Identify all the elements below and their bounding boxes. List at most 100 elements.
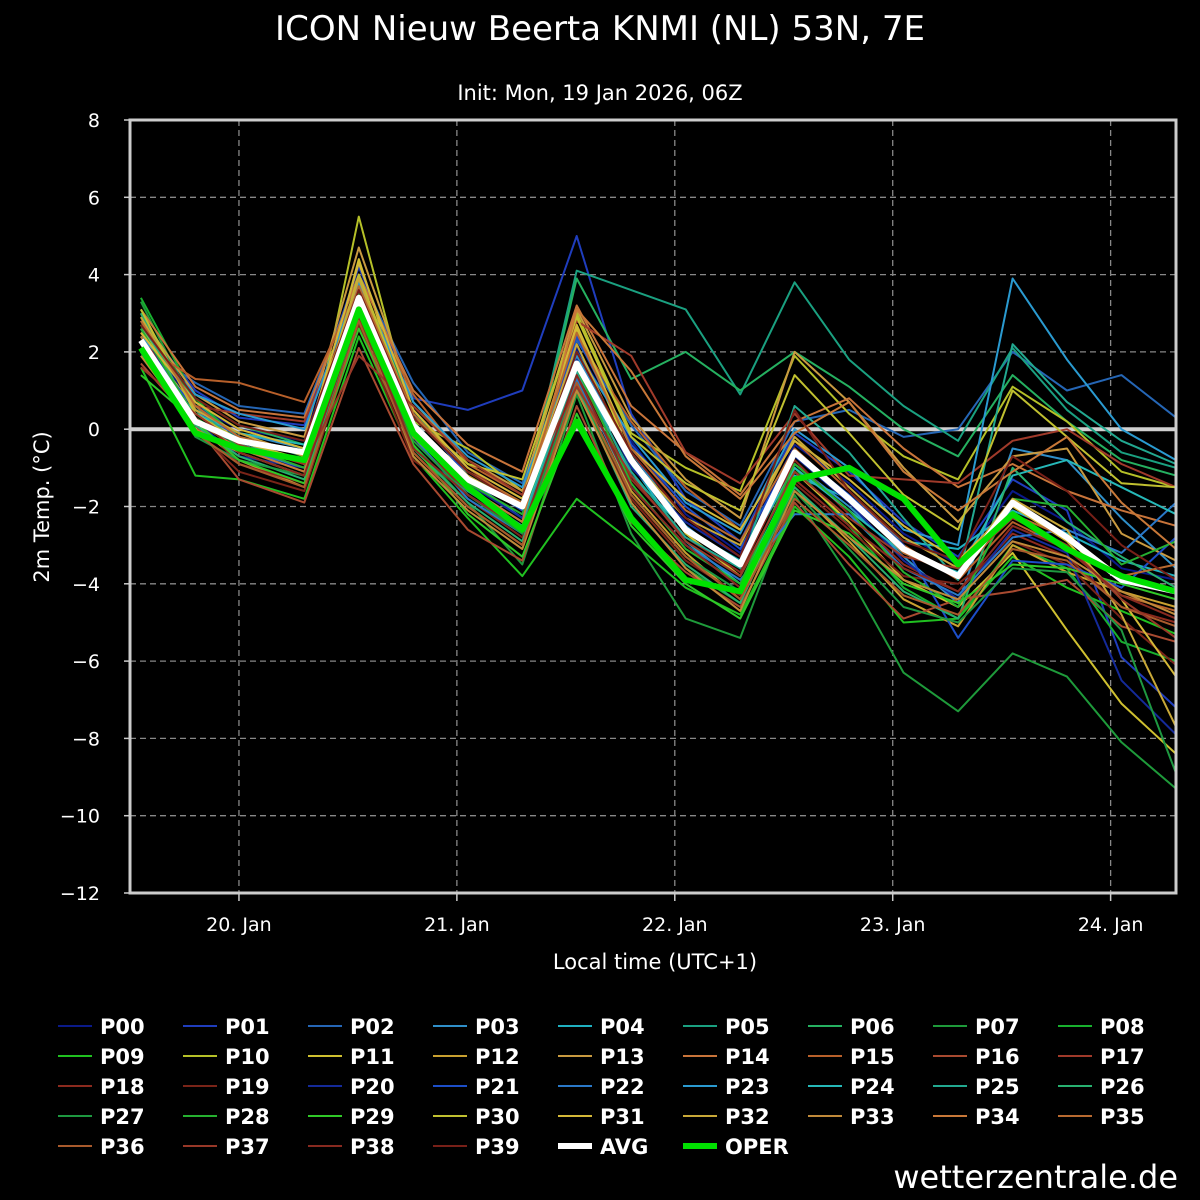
legend-label: P33 — [850, 1105, 895, 1129]
legend-item-p09: P09 — [58, 1045, 145, 1069]
legend-label: P22 — [600, 1075, 645, 1099]
legend-item-p04: P04 — [558, 1015, 645, 1039]
series-line-p39 — [140, 289, 1177, 581]
legend-label: P27 — [100, 1105, 145, 1129]
legend-item-p20: P20 — [308, 1075, 395, 1099]
y-tick-label: −10 — [60, 806, 100, 828]
legend-label: P18 — [100, 1075, 145, 1099]
series-line-oper — [138, 306, 1177, 595]
legend-item-p14: P14 — [683, 1045, 770, 1069]
legend-label: P08 — [1100, 1015, 1145, 1039]
legend-label: P11 — [350, 1045, 395, 1069]
oper-series — [138, 306, 1177, 595]
site-credit: wetterzentrale.de — [893, 1158, 1178, 1196]
series-line-p36 — [140, 320, 1177, 628]
legend-item-p33: P33 — [808, 1105, 895, 1129]
x-axis-ticks: 20. Jan 21. Jan 22. Jan 23. Jan 24. Jan — [206, 893, 1143, 936]
legend-label: P26 — [1100, 1075, 1145, 1099]
y-tick-label: −6 — [72, 651, 100, 673]
legend-item-p03: P03 — [433, 1015, 520, 1039]
legend-item-avg: AVG — [558, 1135, 648, 1159]
y-tick-label: 4 — [88, 265, 100, 287]
x-tick-label: 22. Jan — [642, 914, 708, 936]
legend-item-p34: P34 — [933, 1105, 1020, 1129]
legend-item-p26: P26 — [1058, 1075, 1145, 1099]
legend-item-p01: P01 — [183, 1015, 270, 1039]
legend-label: P13 — [600, 1045, 645, 1069]
legend-label: P03 — [475, 1015, 520, 1039]
legend-label: P17 — [1100, 1045, 1145, 1069]
legend-item-p35: P35 — [1058, 1105, 1145, 1129]
legend-item-p23: P23 — [683, 1075, 770, 1099]
legend-label: P01 — [225, 1015, 270, 1039]
legend-item-p11: P11 — [308, 1045, 395, 1069]
legend-item-oper: OPER — [683, 1135, 789, 1159]
legend-label: P20 — [350, 1075, 395, 1099]
legend-item-p18: P18 — [58, 1075, 145, 1099]
legend-item-p32: P32 — [683, 1105, 770, 1129]
legend-item-p07: P07 — [933, 1015, 1020, 1039]
legend-label: P04 — [600, 1015, 645, 1039]
legend-label: P34 — [975, 1105, 1020, 1129]
legend-label: P32 — [725, 1105, 770, 1129]
legend-label: P02 — [350, 1015, 395, 1039]
legend-label: P37 — [225, 1135, 270, 1159]
legend-item-p08: P08 — [1058, 1015, 1145, 1039]
y-tick-label: −12 — [60, 883, 100, 905]
legend-label: P39 — [475, 1135, 520, 1159]
legend-item-p12: P12 — [433, 1045, 520, 1069]
legend-label: P07 — [975, 1015, 1020, 1039]
legend-label: P12 — [475, 1045, 520, 1069]
y-tick-label: 0 — [88, 419, 100, 441]
legend: P00 P01 P02 P03 P04 P05 P06 P07 P08 P09 P10 P11 P12 P… — [58, 1015, 1145, 1159]
y-tick-label: 6 — [88, 187, 100, 209]
legend-label: P05 — [725, 1015, 770, 1039]
legend-label: P25 — [975, 1075, 1020, 1099]
legend-label: P09 — [100, 1045, 145, 1069]
x-tick-label: 20. Jan — [206, 914, 272, 936]
legend-label: P14 — [725, 1045, 770, 1069]
legend-item-p19: P19 — [183, 1075, 270, 1099]
y-axis-ticks: 8 6 4 2 0 −2 −4 −6 −8 −10 −12 — [60, 110, 130, 905]
legend-label: P31 — [600, 1105, 645, 1129]
legend-label: AVG — [600, 1135, 648, 1159]
legend-item-p36: P36 — [58, 1135, 145, 1159]
legend-item-p13: P13 — [558, 1045, 645, 1069]
legend-item-p24: P24 — [808, 1075, 895, 1099]
legend-item-p37: P37 — [183, 1135, 270, 1159]
legend-label: P00 — [100, 1015, 145, 1039]
legend-label: P38 — [350, 1135, 395, 1159]
legend-label: P23 — [725, 1075, 770, 1099]
legend-label: OPER — [725, 1135, 789, 1159]
chart-title: ICON Nieuw Beerta KNMI (NL) 53N, 7E — [275, 9, 925, 49]
series-line-p38 — [140, 312, 1177, 620]
x-tick-label: 23. Jan — [860, 914, 926, 936]
legend-label: P06 — [850, 1015, 895, 1039]
legend-item-p27: P27 — [58, 1105, 145, 1129]
legend-label: P19 — [225, 1075, 270, 1099]
legend-item-p39: P39 — [433, 1135, 520, 1159]
legend-item-p25: P25 — [933, 1075, 1020, 1099]
legend-item-p22: P22 — [558, 1075, 645, 1099]
y-tick-label: −4 — [72, 574, 100, 596]
legend-item-p05: P05 — [683, 1015, 770, 1039]
legend-label: P15 — [850, 1045, 895, 1069]
legend-item-p16: P16 — [933, 1045, 1020, 1069]
legend-item-p30: P30 — [433, 1105, 520, 1129]
legend-item-p02: P02 — [308, 1015, 395, 1039]
legend-label: P21 — [475, 1075, 520, 1099]
legend-label: P16 — [975, 1045, 1020, 1069]
legend-item-p31: P31 — [558, 1105, 645, 1129]
legend-item-p28: P28 — [183, 1105, 270, 1129]
x-axis-label: Local time (UTC+1) — [553, 950, 757, 974]
y-tick-label: −8 — [72, 728, 100, 750]
series-line-p14 — [140, 273, 1177, 527]
x-tick-label: 21. Jan — [424, 914, 490, 936]
legend-item-p00: P00 — [58, 1015, 145, 1039]
legend-item-p06: P06 — [808, 1015, 895, 1039]
legend-label: P30 — [475, 1105, 520, 1129]
legend-item-p10: P10 — [183, 1045, 270, 1069]
grid-lines — [130, 120, 1176, 893]
legend-item-p29: P29 — [308, 1105, 395, 1129]
